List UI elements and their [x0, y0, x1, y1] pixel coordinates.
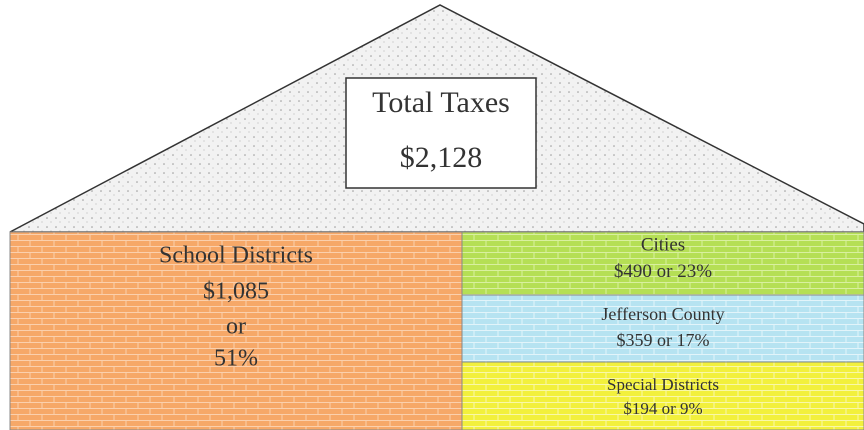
block-share: 17% [677, 330, 710, 350]
county-block: Jefferson County $359 or 17% [462, 295, 864, 362]
school-block: School Districts $1,085 or 51% [10, 232, 462, 430]
total-title: Total Taxes [372, 86, 510, 119]
roof: Total Taxes $2,128 [10, 5, 864, 232]
block-label: Cities [641, 234, 685, 255]
block-connector: or [657, 261, 674, 282]
tax-house: Total Taxes $2,128 School Districts $1,0… [0, 0, 864, 430]
block [462, 362, 864, 430]
block-connector: or [662, 399, 677, 418]
block-share: 23% [677, 261, 712, 282]
block-amount: $359 [617, 330, 653, 350]
block-value-line: $490 or 23% [614, 261, 712, 282]
cities-block: Cities $490 or 23% [462, 232, 864, 295]
block-connector: or [226, 314, 246, 340]
block-value-line: $194 or 9% [623, 399, 702, 418]
block-amount: $490 [614, 261, 652, 282]
block-value-line: $359 or 17% [617, 330, 710, 350]
block-amount: $194 [623, 399, 658, 418]
block-connector: or [657, 330, 672, 350]
block-label: Jefferson County [601, 304, 724, 324]
block-share: 51% [214, 346, 258, 372]
block-amount: $1,085 [203, 279, 269, 305]
block-share: 9% [680, 399, 703, 418]
special-block: Special Districts $194 or 9% [462, 362, 864, 430]
block-label: School Districts [159, 243, 313, 269]
block-label: Special Districts [607, 375, 719, 394]
total-amount: $2,128 [400, 141, 483, 174]
